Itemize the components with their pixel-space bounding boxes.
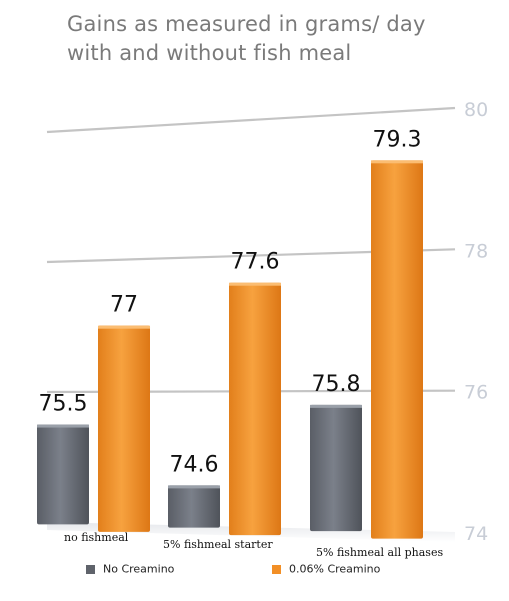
- bar-value-label: 77.6: [231, 250, 280, 275]
- category-label: 5% fishmeal starter: [163, 538, 273, 551]
- legend-item-no-creamino: No Creamino: [86, 562, 174, 576]
- y-tick-label: 78: [464, 240, 488, 262]
- legend-label-no-creamino: No Creamino: [103, 562, 175, 576]
- category-label: no fishmeal: [64, 531, 129, 544]
- bar-body: [37, 424, 89, 525]
- legend-swatch-no-creamino: [86, 564, 95, 574]
- bar-chart: 75.5 77 74.6 77.6 75.8 79.3 74 76 78 80 no fishm…: [37, 99, 488, 559]
- bar-top-highlight: [37, 424, 89, 428]
- bar: [98, 325, 150, 532]
- bar-top-highlight: [229, 282, 281, 286]
- bar-top-highlight: [371, 160, 423, 164]
- bar-top-highlight: [168, 485, 220, 489]
- legend-label-creamino: 0.06% Creamino: [289, 562, 381, 576]
- y-tick-label: 76: [464, 382, 488, 404]
- bar-top-highlight: [310, 404, 362, 408]
- y-tick-label: 74: [464, 523, 488, 545]
- bar: [37, 424, 89, 525]
- bar-body: [310, 404, 362, 532]
- bar-value-label: 74.6: [170, 452, 219, 477]
- bar: [371, 160, 423, 539]
- legend-swatch-creamino: [272, 564, 281, 574]
- category-label: 5% fishmeal all phases: [316, 546, 443, 559]
- bar-value-label: 75.8: [312, 372, 361, 397]
- legend-item-creamino: 0.06% Creamino: [272, 562, 380, 576]
- chart-title: Gains as measured in grams/ day with and…: [67, 12, 426, 65]
- bar-value-label: 79.3: [373, 127, 422, 152]
- bar: [310, 404, 362, 532]
- bar-value-label: 75.5: [39, 392, 88, 417]
- bar-body: [371, 160, 423, 539]
- bar-top-highlight: [98, 325, 150, 329]
- bar-value-label: 77: [110, 293, 138, 318]
- bar-body: [229, 282, 281, 536]
- bar-body: [168, 485, 220, 528]
- bar-body: [98, 325, 150, 532]
- bar: [168, 485, 220, 528]
- gridline: [46, 106, 456, 134]
- y-tick-label: 80: [464, 99, 488, 121]
- bar: [229, 282, 281, 536]
